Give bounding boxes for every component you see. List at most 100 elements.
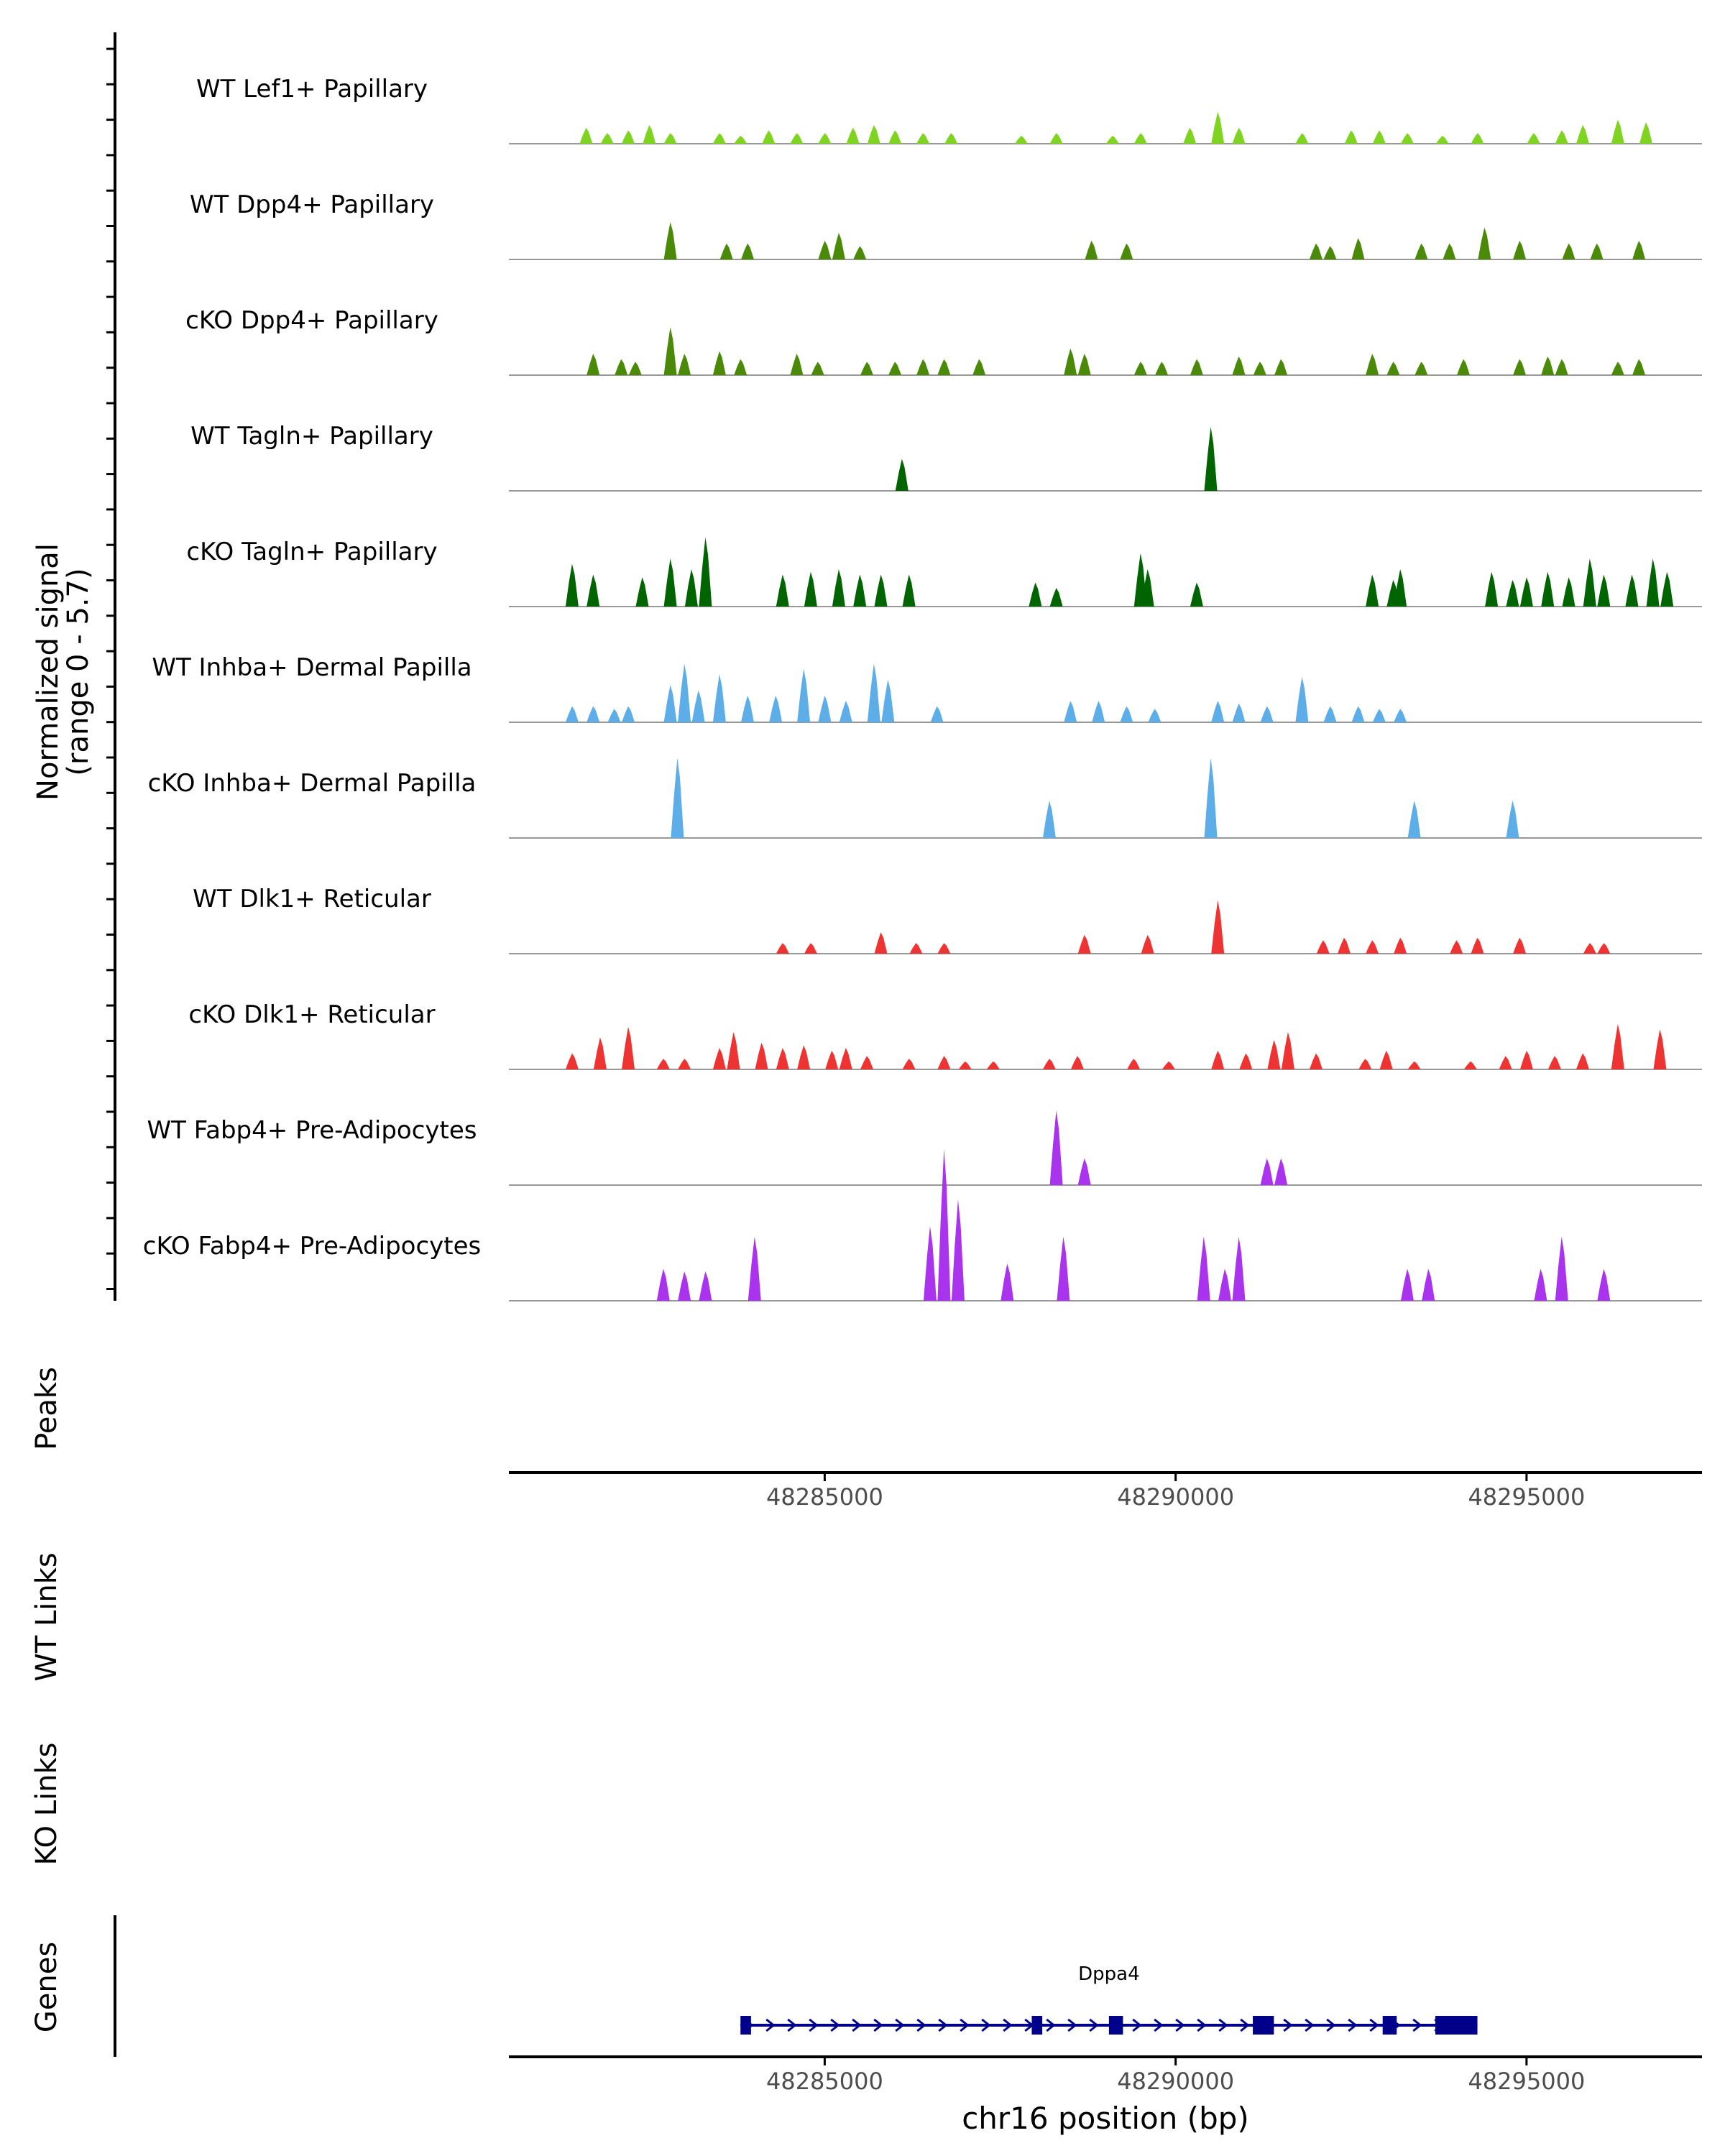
signal-peak (1366, 940, 1379, 954)
signal-peak (1639, 122, 1652, 144)
signal-peak (1394, 569, 1407, 607)
signal-peak (1471, 937, 1484, 954)
signal-peak (678, 1059, 691, 1069)
signal-peak (1366, 574, 1379, 607)
signal-peak (1077, 354, 1091, 375)
signal-peak (1506, 579, 1519, 607)
signal-peak (958, 1061, 972, 1069)
strand-arrow (916, 2018, 926, 2032)
strand-arrow (1283, 2018, 1293, 2032)
track-4: WT Tagln+ Papillary (190, 422, 1702, 492)
signal-peak (1534, 1268, 1547, 1301)
signal-peak (1372, 709, 1386, 722)
signal-peak (600, 133, 614, 144)
signal-peak (1218, 1268, 1231, 1301)
signal-peak (818, 133, 832, 144)
strand-arrow (938, 2018, 948, 2032)
x-tick-label: 48290000 (1117, 1483, 1234, 1511)
signal-peak (1485, 571, 1499, 607)
signal-peak (1309, 1053, 1322, 1069)
x-tick-label: 48285000 (766, 1483, 883, 1511)
signal-peak (1042, 1059, 1056, 1069)
signal-peak (1597, 574, 1611, 607)
signal-peak (839, 1048, 852, 1069)
signal-peak (1049, 1110, 1063, 1185)
wt-links-label: WT Links (30, 1552, 63, 1681)
signal-peak (734, 135, 748, 144)
signal-peak (1576, 1053, 1589, 1069)
x-tick-label: 48295000 (1468, 1483, 1585, 1511)
signal-peak (1611, 361, 1624, 375)
y-axis-label-line2: (range 0 - 5.7) (62, 568, 95, 775)
signal-peak (1562, 577, 1576, 607)
gene-exon (1435, 2016, 1478, 2035)
x-tick-label: 48295000 (1468, 2068, 1585, 2095)
signal-peak (684, 569, 698, 607)
signal-peak (1457, 359, 1470, 375)
signal-peak (790, 354, 804, 375)
track-label: cKO Tagln+ Papillary (186, 538, 437, 566)
signal-peak (663, 222, 677, 259)
signal-peak (1105, 135, 1119, 144)
signal-peak (776, 574, 789, 607)
signal-peak (1478, 227, 1491, 259)
signal-peak (1211, 701, 1225, 722)
signal-peak (1077, 1158, 1091, 1185)
signal-peak (909, 943, 923, 954)
signal-peak (818, 695, 832, 722)
signal-peak (923, 1226, 937, 1301)
signal-peak (902, 1059, 916, 1069)
signal-peak (951, 1199, 965, 1301)
signal-peak (741, 243, 754, 259)
signal-peak (741, 695, 754, 722)
signal-peak (1000, 1263, 1014, 1301)
signal-peak (586, 574, 600, 607)
signal-peak (769, 695, 783, 722)
signal-peak (1267, 1040, 1281, 1069)
peaks-label: Peaks (30, 1367, 63, 1450)
track-11: cKO Fabp4+ Pre-Adipocytes (143, 1148, 1702, 1302)
signal-peak (797, 668, 811, 722)
signal-peak (1394, 937, 1407, 954)
strand-arrow (1046, 2018, 1056, 2032)
signal-peak (832, 569, 845, 607)
peaks-x-axis-ticks: 48285000 48290000 48295000 (766, 1473, 1585, 1511)
signal-peak (1471, 133, 1484, 144)
signal-peak (1611, 119, 1624, 144)
signal-peak (579, 127, 593, 144)
signal-peak (1407, 1061, 1421, 1069)
signal-peak (1190, 359, 1203, 375)
signal-peak (699, 537, 712, 607)
y-axis-label-line1: Normalized signal (32, 543, 65, 801)
strand-arrow (1240, 2018, 1250, 2032)
signal-peak (860, 1056, 873, 1069)
signal-peak (734, 359, 748, 375)
signal-peak (1204, 426, 1218, 491)
signal-peak (1029, 582, 1042, 607)
track-6: WT Inhba+ Dermal Papilla (152, 653, 1702, 723)
track-7: cKO Inhba+ Dermal Papilla (148, 757, 1702, 839)
signal-peak (1547, 1056, 1561, 1069)
signal-peak (1513, 359, 1527, 375)
signal-peak (1632, 359, 1646, 375)
track-10: WT Fabp4+ Pre-Adipocytes (147, 1110, 1702, 1186)
signal-peak (1379, 1051, 1393, 1069)
signal-peak (986, 1061, 1000, 1069)
strand-arrow (960, 2018, 970, 2032)
signal-peak (1204, 757, 1218, 838)
signal-peak (1400, 1268, 1414, 1301)
signal-peak (1260, 706, 1274, 722)
signal-peak (832, 232, 845, 259)
signal-peak (727, 1032, 740, 1069)
signal-peak (825, 1051, 839, 1069)
signal-peak (1049, 588, 1063, 607)
strand-arrow (1132, 2018, 1142, 2032)
strand-arrow (809, 2018, 819, 2032)
signal-peak (1141, 935, 1154, 954)
signal-peak (1590, 243, 1604, 259)
signal-peak (1372, 130, 1386, 144)
signal-peak (1260, 1158, 1274, 1185)
strand-arrow (830, 2018, 840, 2032)
signal-peak (678, 1271, 691, 1301)
track-9: cKO Dlk1+ Reticular (188, 1000, 1702, 1070)
